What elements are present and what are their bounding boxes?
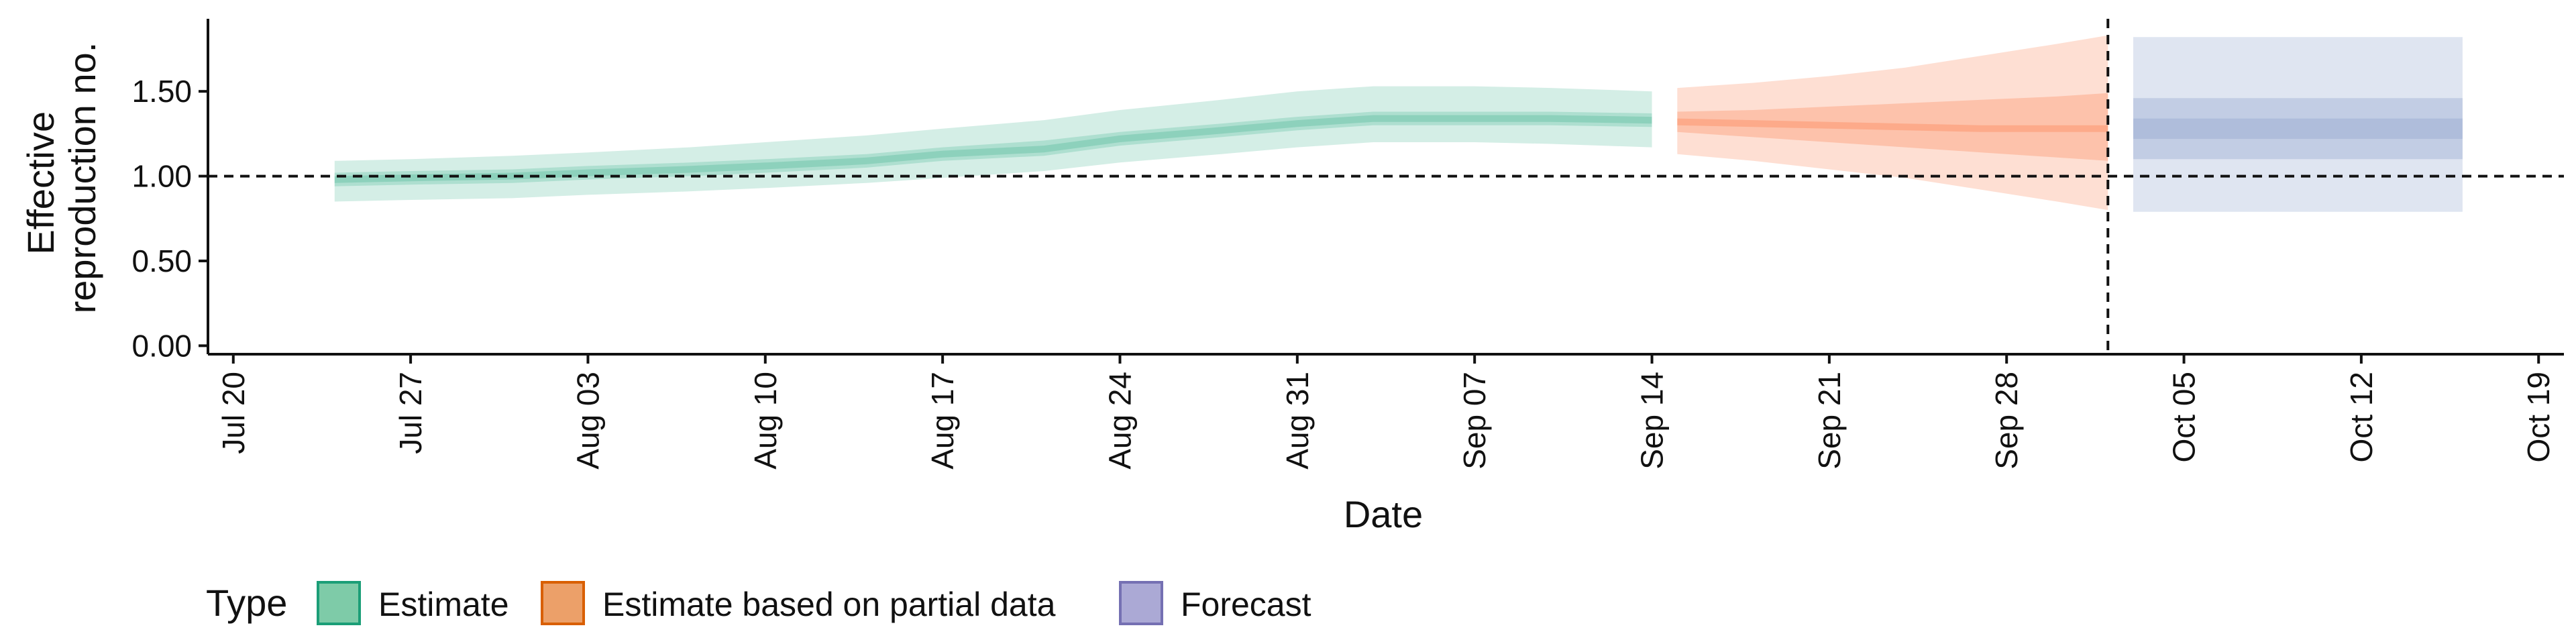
y-tick-label: 0.50 — [131, 244, 192, 278]
estimate-band-50 — [334, 111, 1652, 186]
legend-key — [541, 581, 585, 625]
x-tick-label: Aug 03 — [570, 372, 605, 470]
y-axis-ticks: 0.00 0.50 1.00 1.50 — [131, 74, 208, 363]
y-axis-title: Effective reproduction no. — [19, 42, 103, 314]
estimate-band-90 — [334, 86, 1652, 202]
y-axis-title-line-1: Effective — [19, 111, 62, 255]
y-tick-label: 1.50 — [131, 74, 192, 109]
estimate-based-on-partial-data-median-band — [1677, 118, 2108, 132]
x-tick-label: Aug 10 — [748, 372, 783, 470]
estimate-based-on-partial-data-band-90 — [1677, 35, 2108, 211]
x-axis-ticks: Jul 20 Jul 27 Aug 03 Aug 10 Aug 17 Aug 24 Aug … — [216, 354, 2556, 470]
x-tick-label: Oct 19 — [2521, 372, 2556, 463]
x-tick-label: Sep 21 — [1812, 372, 1847, 470]
reference-lines — [208, 19, 2564, 354]
x-tick-label: Sep 28 — [1989, 372, 2024, 470]
y-axis-title-line-2: reproduction no. — [61, 42, 103, 314]
uncertainty-bands — [334, 35, 2463, 212]
legend-key — [1119, 581, 1163, 625]
legend-label: Forecast — [1181, 586, 1311, 623]
estimate-based-on-partial-data-band-50 — [1677, 93, 2108, 161]
y-tick-label: 0.00 — [131, 328, 192, 363]
x-tick-label: Oct 12 — [2344, 372, 2379, 463]
x-tick-label: Aug 17 — [925, 372, 960, 470]
legend-label: Estimate based on partial data — [602, 586, 1056, 623]
estimate-median-band — [334, 115, 1652, 183]
x-tick-label: Jul 27 — [393, 372, 428, 454]
x-tick-label: Aug 31 — [1280, 372, 1315, 470]
legend-key — [317, 581, 361, 625]
legend-title: Type — [206, 582, 287, 624]
forecast-band-20 — [2133, 118, 2463, 139]
axes — [207, 19, 2564, 356]
legend-label: Estimate — [378, 586, 509, 623]
x-tick-label: Sep 07 — [1457, 372, 1492, 470]
y-tick-label: 1.00 — [131, 159, 192, 194]
x-tick-label: Sep 14 — [1635, 372, 1670, 470]
x-tick-label: Oct 05 — [2167, 372, 2202, 463]
forecast-band-50 — [2133, 98, 2463, 160]
forecast-band-90 — [2133, 37, 2463, 212]
x-axis-title: Date — [1344, 493, 1423, 535]
x-tick-label: Aug 24 — [1102, 372, 1137, 470]
legend: Type Estimate Estimate based on partial d… — [206, 581, 1311, 625]
x-tick-label: Jul 20 — [216, 372, 251, 454]
